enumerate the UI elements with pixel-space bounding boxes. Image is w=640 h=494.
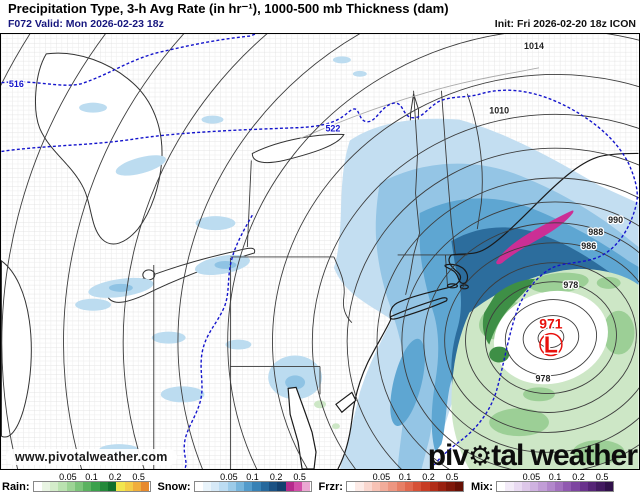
rain-area-dark-3: [523, 387, 555, 402]
init-time-label: Init: Fri 2026-02-20 18z ICON: [494, 18, 636, 30]
state-borders: [153, 90, 483, 469]
low-pressure-marker: 971 L: [538, 314, 564, 359]
thickness-contours: [1, 34, 638, 469]
snow-area-navy: [451, 227, 617, 393]
map-graphics: 1014 1010 990 988 986 978 978 516 522 97…: [1, 34, 639, 469]
snow-streak-offshore: [390, 338, 425, 426]
rain-area-mid-2: [529, 272, 589, 294]
valid-time-label: F072 Valid: Mon 2026-02-23 18z: [8, 18, 164, 30]
rain-patch-bay-1: [314, 400, 326, 409]
legend-mix-bar: 0.05 0.1 0.2 0.5: [495, 472, 614, 494]
legend-frzr-label: Frzr:: [318, 481, 343, 493]
thickness-label-516: 516: [9, 79, 24, 89]
pressure-label-978-top: 978: [563, 280, 578, 290]
map-canvas[interactable]: 1014 1010 990 988 986 978 978 516 522 97…: [0, 33, 640, 472]
legend-frzr: Frzr: 0.05 0.1 0.2 0.5: [319, 472, 464, 494]
low-pressure-symbol: L: [544, 332, 558, 358]
pressure-label-986: 986: [581, 241, 596, 251]
pressure-label-1014: 1014: [524, 41, 544, 51]
heavy-snow-band: [496, 210, 574, 265]
pressure-label-1010: 1010: [489, 106, 509, 116]
legend-rain-label: Rain:: [2, 481, 30, 493]
watermark: www.pivotalweather.com: [6, 449, 177, 465]
contour-labels: 1014 1010 990 988 986 978 978 516 522: [8, 40, 625, 385]
legend-rain-bar: 0.05 0.1 0.2 0.5: [32, 472, 151, 494]
legend-mix-label: Mix:: [470, 481, 493, 493]
rain-area-mid-5: [572, 440, 625, 465]
snow-patch-cores: [108, 260, 306, 390]
coastline: [287, 152, 639, 469]
legend-frzr-bar: 0.05 0.1 0.2 0.5: [345, 472, 464, 494]
gear-icon: ⚙: [468, 441, 492, 471]
legend-rain: Rain: 0.05 0.1 0.2 0.5: [2, 472, 151, 494]
rain-area-mid-4: [489, 408, 549, 437]
precip-shading: [75, 56, 639, 469]
legend-snow-bar: 0.05 0.1 0.2 0.5: [193, 472, 312, 494]
rain-patch-bay-2: [331, 423, 340, 430]
map-title: Precipitation Type, 3-h Avg Rate (in hr⁻…: [8, 1, 449, 16]
pressure-label-988: 988: [588, 227, 603, 237]
rain-area-mid-3: [602, 310, 635, 355]
pressure-contours: [1, 34, 639, 469]
pivotal-weather-logo: piv⚙tal weather: [427, 439, 638, 472]
legend-snow-label: Snow:: [157, 481, 191, 493]
low-pressure-value: 971: [539, 316, 562, 332]
pressure-label-990: 990: [608, 215, 623, 225]
great-lakes: [1, 52, 420, 438]
thickness-label-522: 522: [325, 124, 340, 134]
precip-legend: Rain: 0.05 0.1 0.2 0.5 Snow: 0.05 0.1 0.2 0.5 …: [0, 470, 640, 494]
pressure-label-978-bottom: 978: [536, 373, 551, 383]
rain-area-dark-4: [596, 276, 621, 289]
legend-mix: Mix: 0.05 0.1 0.2 0.5: [471, 472, 614, 494]
st-lawrence-river: [299, 67, 540, 139]
rain-area-dark-1: [482, 278, 536, 345]
legend-snow: Snow: 0.05 0.1 0.2 0.5: [158, 472, 312, 494]
map-header: Precipitation Type, 3-h Avg Rate (in hr⁻…: [0, 0, 640, 33]
